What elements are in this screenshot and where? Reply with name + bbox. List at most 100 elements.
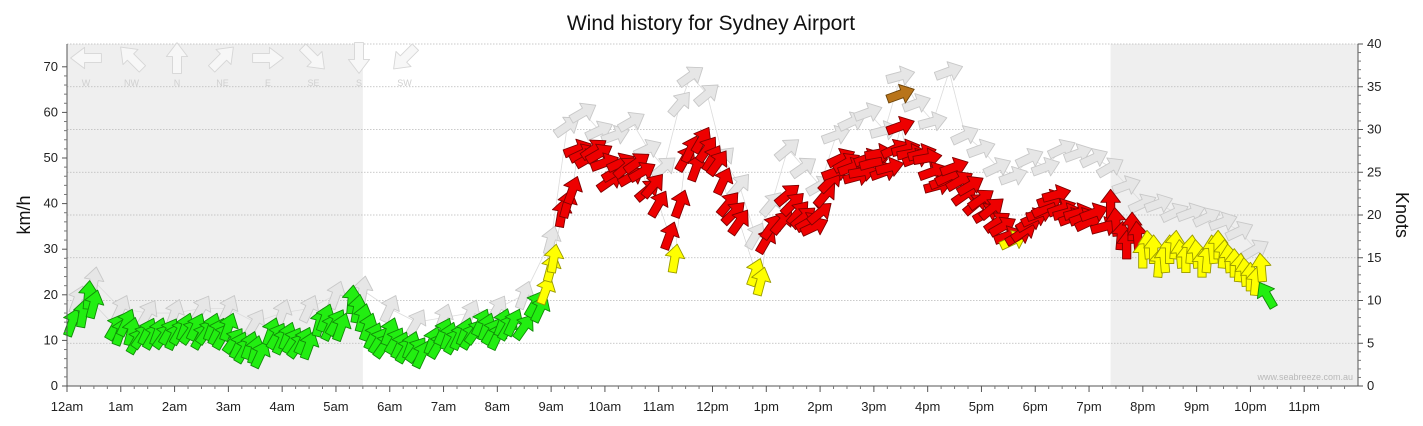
- x-tick-label: 10pm: [1234, 399, 1267, 414]
- compass-arrow-n: [165, 42, 189, 74]
- gust-arrow-shape: [789, 157, 817, 180]
- gust-arrow: [885, 65, 916, 86]
- gust-arrow: [901, 93, 931, 113]
- wind-arrow-shape: [115, 308, 137, 338]
- y-tick-right-label: 20: [1367, 207, 1381, 222]
- gust-arrow: [1224, 221, 1254, 242]
- wind-arrow-shape: [885, 84, 915, 104]
- gust-arrow: [1208, 211, 1238, 232]
- gust-arrow-shape: [933, 61, 964, 81]
- wind-arrow: [885, 115, 915, 136]
- gust-arrow-shape: [1014, 148, 1044, 169]
- y-tick-left-label: 40: [44, 196, 58, 211]
- wind-arrow: [955, 175, 984, 197]
- wind-arrow: [622, 153, 650, 175]
- y-tick-right-label: 5: [1367, 335, 1374, 350]
- gust-arrow-shape: [379, 295, 400, 324]
- x-tick-label: 9am: [538, 399, 563, 414]
- y-tick-right-label: 35: [1367, 79, 1381, 94]
- compass-arrow-se: [298, 43, 325, 70]
- x-tick-label: 4am: [270, 399, 295, 414]
- wind-arrow: [647, 190, 669, 219]
- wind-arrow: [250, 340, 271, 370]
- gust-arrow: [667, 91, 690, 118]
- wind-arrow: [874, 156, 905, 177]
- gust-arrow-shape: [901, 93, 931, 113]
- gust-connector: [948, 71, 966, 136]
- wind-arrow-shape: [543, 243, 565, 274]
- wind-arrow: [715, 192, 739, 218]
- gust-arrow: [773, 139, 800, 162]
- wind-arrow-shape: [219, 312, 239, 343]
- gust-arrow: [1143, 193, 1173, 213]
- wind-arrow-shape: [955, 175, 984, 197]
- wind-arrow-shape: [978, 198, 1004, 222]
- wind-arrow-shape: [512, 314, 534, 342]
- gust-arrow-shape: [998, 166, 1028, 186]
- y-tick-right-label: 30: [1367, 122, 1381, 137]
- compass-arrow-nw-shape: [120, 46, 147, 73]
- gust-arrow-shape: [950, 125, 979, 146]
- wind-arrow-shape: [1079, 202, 1109, 222]
- gust-arrow: [966, 138, 996, 159]
- wind-arrow-shape: [715, 192, 739, 218]
- y-tick-left-label: 20: [44, 287, 58, 302]
- gust-arrow: [933, 61, 964, 81]
- wind-arrow: [563, 176, 583, 206]
- x-tick-label: 5am: [323, 399, 348, 414]
- wind-arrow: [332, 312, 352, 343]
- wind-arrow: [978, 198, 1004, 222]
- wind-arrow: [1079, 202, 1109, 222]
- wind-arrow: [727, 209, 749, 237]
- gust-connector: [663, 103, 681, 168]
- gust-arrow-shape: [917, 111, 948, 132]
- gust-arrow-shape: [1111, 175, 1141, 195]
- gust-arrow-shape: [514, 280, 535, 311]
- gust-connector: [228, 308, 256, 323]
- compass-arrow-s-shape: [347, 42, 371, 74]
- wind-arrow-shape: [660, 221, 680, 251]
- wind-arrow: [84, 289, 105, 320]
- wind-arrow-shape: [664, 243, 686, 274]
- y-tick-left-label: 70: [44, 59, 58, 74]
- y-axis-label-left: km/h: [14, 195, 34, 234]
- wind-arrow-shape: [727, 209, 749, 237]
- wind-arrow: [115, 308, 137, 338]
- wind-arrow-shape: [1041, 184, 1072, 205]
- wind-arrow: [1041, 184, 1072, 205]
- gust-arrow: [326, 280, 347, 311]
- compass-arrow-e-shape: [252, 46, 284, 70]
- gust-arrow: [1111, 175, 1141, 195]
- wind-arrow-shape: [647, 190, 669, 219]
- gust-arrow: [1014, 148, 1044, 169]
- gust-arrow-shape: [1030, 156, 1060, 177]
- y-tick-right-label: 10: [1367, 293, 1381, 308]
- wind-arrow: [219, 312, 239, 343]
- wind-arrow-shape: [563, 176, 583, 206]
- gust-arrow-shape: [982, 157, 1012, 178]
- compass-arrow-nw: [120, 46, 147, 73]
- wind-arrow: [720, 202, 745, 227]
- wind-arrow-shape: [503, 308, 524, 338]
- wind-arrow-shape: [874, 156, 905, 177]
- gust-connector: [884, 75, 902, 131]
- y-tick-right-label: 15: [1367, 250, 1381, 265]
- x-tick-label: 9pm: [1184, 399, 1209, 414]
- x-tick-label: 11pm: [1288, 399, 1320, 414]
- wind-arrow-shape: [773, 184, 800, 208]
- gust-connector: [550, 126, 568, 241]
- gust-arrow: [298, 295, 320, 324]
- wind-arrow-shape: [939, 156, 969, 177]
- gust-arrow: [379, 295, 400, 324]
- wind-arrow: [912, 147, 943, 168]
- compass-arrow-s: [347, 42, 371, 74]
- wind-arrow: [885, 84, 915, 104]
- gust-arrow: [568, 102, 597, 124]
- x-tick-label: 7am: [431, 399, 456, 414]
- y-tick-right-label: 25: [1367, 164, 1381, 179]
- wind-arrow: [640, 173, 663, 200]
- compass-arrow-w-shape: [70, 46, 102, 70]
- wind-arrow: [751, 266, 772, 297]
- wind-arrow-shape: [640, 173, 663, 200]
- wind-arrow-shape: [1250, 252, 1272, 283]
